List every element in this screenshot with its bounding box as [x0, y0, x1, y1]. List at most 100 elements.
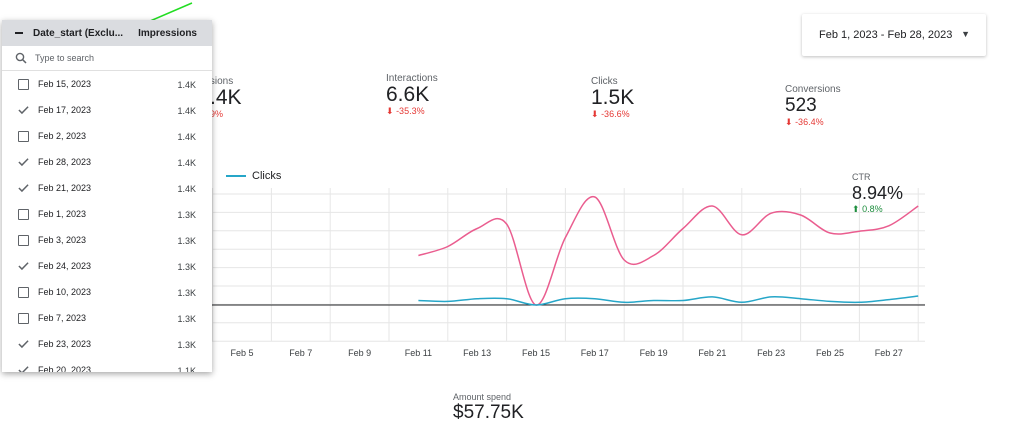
- filter-list-item[interactable]: Feb 20, 2023 1.1K: [2, 357, 212, 372]
- filter-list-item[interactable]: Feb 23, 2023 1.3K: [2, 331, 212, 357]
- filter-metric-name[interactable]: Impressions: [138, 28, 197, 39]
- filter-list-item[interactable]: Feb 28, 2023 1.4K: [2, 149, 212, 175]
- checkbox-icon[interactable]: [18, 208, 29, 220]
- kpi-label: Amount spend: [453, 392, 512, 402]
- checkbox-icon[interactable]: [18, 234, 29, 246]
- filter-field-name[interactable]: Date_start (Exclu...: [33, 27, 124, 39]
- checkbox-checked-icon[interactable]: [18, 157, 29, 168]
- filter-item-value: 1.4K: [177, 132, 196, 142]
- filter-item-label: Feb 2, 2023: [38, 131, 87, 141]
- kpi-value: .4K: [210, 86, 242, 109]
- date-range-label: Feb 1, 2023 - Feb 28, 2023: [819, 29, 953, 41]
- kpi-value: $57.75K: [453, 402, 524, 423]
- filter-item-label: Feb 7, 2023: [38, 313, 87, 323]
- filter-list-item[interactable]: Feb 10, 2023 1.3K: [2, 279, 212, 305]
- checkbox-checked-icon[interactable]: [18, 105, 29, 116]
- filter-item-label: Feb 17, 2023: [38, 105, 92, 115]
- chart-grid: [212, 188, 925, 342]
- filter-search: [2, 46, 212, 71]
- date-range-selector[interactable]: Feb 1, 2023 - Feb 28, 2023 ▼: [802, 14, 986, 56]
- filter-dropdown-panel: Date_start (Exclu... Impressions Feb 15,…: [2, 20, 212, 372]
- kpi-delta: -36.6%: [601, 109, 630, 119]
- filter-item-list: Feb 15, 2023 1.4K Feb 17, 2023 1.4K Feb 2, 2…: [2, 71, 212, 372]
- x-tick-label: Feb 23: [757, 348, 786, 358]
- legend-label-clicks: Clicks: [252, 170, 282, 182]
- checkbox-icon[interactable]: [18, 130, 29, 142]
- filter-list-item[interactable]: Feb 24, 2023 1.3K: [2, 253, 212, 279]
- kpi-delta: 9%: [210, 109, 224, 119]
- filter-list-item[interactable]: Feb 1, 2023 1.3K: [2, 201, 212, 227]
- filter-item-value: 1.4K: [177, 158, 196, 168]
- checkbox-checked-icon[interactable]: [18, 339, 29, 350]
- filter-item-value: 1.3K: [177, 262, 196, 272]
- x-tick-label: Feb 5: [230, 348, 254, 358]
- filter-item-label: Feb 3, 2023: [38, 235, 87, 245]
- kpi-value: 1.5K: [591, 86, 635, 109]
- checkbox-checked-icon[interactable]: [18, 365, 29, 372]
- filter-item-label: Feb 24, 2023: [38, 261, 92, 271]
- kpi-value: 523: [785, 95, 817, 116]
- filter-item-label: Feb 28, 2023: [38, 157, 92, 167]
- kpi-interactions: Interactions 6.6K ⬇ -35.3%: [386, 73, 438, 117]
- x-tick-label: Feb 19: [639, 348, 668, 358]
- kpi-label: CTR: [852, 172, 871, 182]
- filter-item-label: Feb 23, 2023: [38, 339, 92, 349]
- filter-item-label: Feb 1, 2023: [38, 209, 87, 219]
- filter-item-value: 1.3K: [177, 314, 196, 324]
- search-input[interactable]: [35, 53, 195, 63]
- series-line-pink: [418, 196, 919, 306]
- checkbox-checked-icon[interactable]: [18, 261, 29, 272]
- filter-item-label: Feb 15, 2023: [38, 79, 92, 89]
- kpi-impressions: ressions .4K 9%: [196, 76, 242, 119]
- x-tick-label: Feb 15: [521, 348, 551, 358]
- filter-item-value: 1.3K: [177, 340, 196, 350]
- kpi-value: 8.94%: [852, 183, 904, 203]
- filter-item-label: Feb 20, 2023: [38, 365, 92, 372]
- filter-item-label: Feb 10, 2023: [38, 287, 92, 297]
- kpi-amount-spend: Amount spend $57.75K: [453, 392, 524, 424]
- legend-swatch: [226, 175, 246, 177]
- filter-list-item[interactable]: Feb 7, 2023 1.3K: [2, 305, 212, 331]
- filter-list-item[interactable]: Feb 2, 2023 1.4K: [2, 123, 212, 149]
- filter-item-value: 1.3K: [177, 236, 196, 246]
- kpi-delta: -35.3%: [396, 106, 425, 116]
- filter-item-label: Feb 21, 2023: [38, 183, 92, 193]
- chart-legend[interactable]: Clicks: [226, 170, 281, 182]
- x-tick-label: Feb 13: [463, 348, 492, 358]
- deselect-all-icon[interactable]: [15, 32, 23, 34]
- kpi-label: Conversions: [785, 84, 841, 95]
- kpi-value: 6.6K: [386, 83, 430, 106]
- x-tick-label: Feb 21: [698, 348, 727, 358]
- filter-list-item[interactable]: Feb 21, 2023 1.4K: [2, 175, 212, 201]
- filter-item-value: 1.4K: [177, 106, 196, 116]
- series-line-clicks: [418, 295, 919, 306]
- kpi-ctr: CTR 8.94% ⬆ 0.8%: [852, 172, 903, 215]
- filter-list-item[interactable]: Feb 3, 2023 1.3K: [2, 227, 212, 253]
- checkbox-icon[interactable]: [18, 78, 29, 90]
- filter-list-item[interactable]: Feb 17, 2023 1.4K: [2, 97, 212, 123]
- kpi-label: Interactions: [386, 73, 438, 84]
- filter-item-value: 1.4K: [177, 184, 196, 194]
- filter-item-value: 1.3K: [177, 288, 196, 298]
- x-tick-label: Feb 11: [404, 348, 433, 358]
- kpi-conversions: Conversions 523 ⬇ -36.4%: [785, 84, 841, 128]
- arrow-up-icon: ⬆: [852, 204, 860, 214]
- x-tick-label: Feb 25: [815, 348, 845, 358]
- x-tick-label: Feb 9: [348, 348, 372, 358]
- x-tick-label: Feb 7: [289, 348, 313, 358]
- kpi-clicks: Clicks 1.5K ⬇ -36.6%: [591, 76, 634, 120]
- checkbox-icon[interactable]: [18, 286, 29, 298]
- kpi-delta: -36.4%: [795, 117, 824, 127]
- checkbox-checked-icon[interactable]: [18, 183, 29, 194]
- filter-list-item[interactable]: Feb 15, 2023 1.4K: [2, 71, 212, 97]
- kpi-label: Clicks: [591, 76, 618, 87]
- search-icon: [15, 52, 27, 64]
- arrow-down-icon: ⬇: [785, 117, 793, 127]
- checkbox-icon[interactable]: [18, 312, 29, 324]
- kpi-label: ressions: [196, 76, 234, 87]
- kpi-delta: 0.8%: [862, 204, 883, 214]
- filter-item-value: 1.1K: [177, 366, 196, 372]
- filter-item-value: 1.3K: [177, 210, 196, 220]
- x-tick-label: Feb 17: [580, 348, 609, 358]
